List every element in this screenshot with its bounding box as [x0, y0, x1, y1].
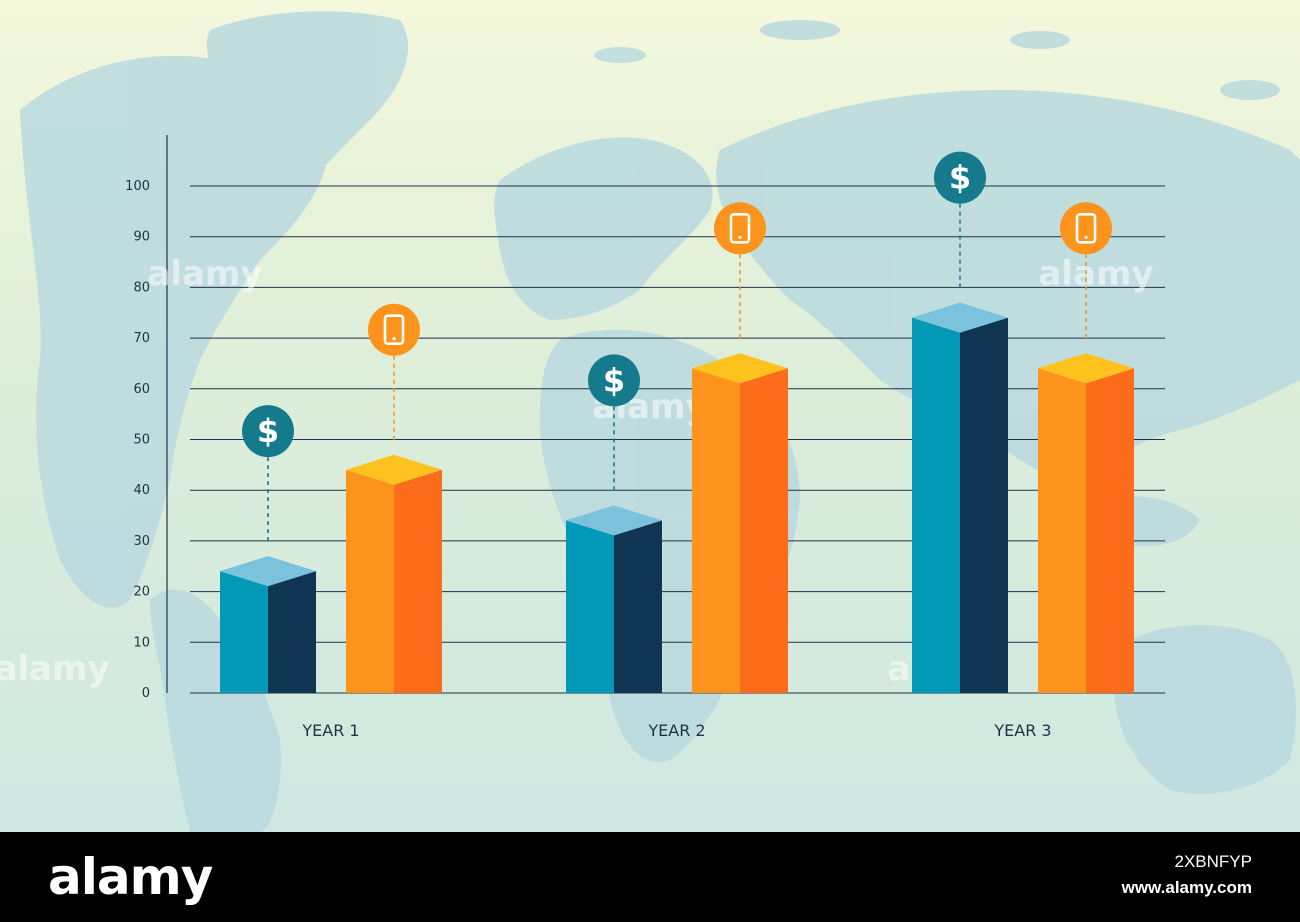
revenue-bar-year-3: $: [912, 151, 1008, 693]
revenue-bar-year-1: $: [220, 405, 316, 693]
bar-top-cap: [220, 556, 316, 587]
smartphone-icon-body: [1075, 213, 1097, 244]
watermark-text: alamy: [1038, 254, 1153, 294]
smartphone-icon-button: [738, 235, 742, 239]
bar-top-cap: [692, 353, 788, 384]
dollar-icon: $: [588, 354, 640, 407]
y-tick-label: 20: [133, 585, 150, 600]
y-tick-label: 50: [133, 433, 150, 448]
y-tick-label: 10: [133, 635, 150, 650]
y-tick-label: 30: [133, 534, 150, 549]
y-tick-label: 0: [142, 686, 150, 701]
bar-face-right: [1086, 368, 1134, 693]
dollar-icon-circle: [588, 354, 640, 407]
bar-face-right: [614, 520, 662, 693]
bar-face-right: [394, 469, 442, 693]
smartphone-icon-body: [383, 314, 405, 346]
x-category-label: YEAR 3: [993, 721, 1051, 740]
dollar-icon: $: [242, 405, 294, 458]
smartphone-icon-button: [1084, 235, 1088, 239]
device-bar-year-2: [692, 202, 788, 693]
footer-bar: alamy 2XBNFYP www.alamy.com: [0, 832, 1300, 922]
dollar-icon-glyph: $: [949, 159, 971, 197]
footer-image-id: 2XBNFYP: [1174, 852, 1252, 871]
dollar-icon-circle: [242, 405, 294, 458]
smartphone-icon: [1060, 202, 1112, 255]
smartphone-icon: [714, 202, 766, 255]
x-category-label: YEAR 1: [301, 721, 359, 740]
bar-face-left: [566, 520, 614, 693]
watermark-text: alamy: [147, 254, 262, 294]
revenue-bar-year-2: $: [566, 354, 662, 693]
footer-brand-logo: alamy: [48, 848, 213, 906]
x-category-label: YEAR 2: [647, 721, 705, 740]
dollar-icon: $: [934, 151, 986, 204]
y-tick-label: 70: [133, 331, 150, 346]
y-tick-label: 80: [133, 280, 150, 295]
device-bar-year-3: [1038, 202, 1134, 693]
smartphone-icon-circle: [368, 303, 420, 356]
bar-face-left: [912, 317, 960, 693]
smartphone-icon: [368, 303, 420, 356]
bar-face-right: [960, 317, 1008, 693]
y-tick-label: 60: [133, 382, 150, 397]
bar-top-cap: [346, 454, 442, 485]
infographic-canvas: alamyalamyalamyalamyalamy $$$ 0102030405…: [0, 0, 1300, 832]
y-tick-label: 90: [133, 230, 150, 245]
bar-top-cap: [912, 302, 1008, 333]
dollar-icon-glyph: $: [603, 361, 625, 399]
bar-face-right: [268, 571, 316, 693]
smartphone-icon-button: [392, 337, 396, 341]
bar-chart: alamyalamyalamyalamyalamy $$$ 0102030405…: [0, 135, 1165, 740]
watermark-text: alamy: [0, 649, 110, 689]
footer-url[interactable]: www.alamy.com: [1121, 878, 1252, 897]
bar-top-cap: [566, 505, 662, 536]
device-bar-year-1: [346, 303, 442, 693]
smartphone-icon-circle: [1060, 202, 1112, 255]
smartphone-icon-circle: [714, 202, 766, 255]
bar-face-left: [692, 368, 740, 693]
y-tick-label: 100: [125, 179, 150, 194]
dollar-icon-circle: [934, 151, 986, 204]
bar-face-right: [740, 368, 788, 693]
bar-face-left: [1038, 368, 1086, 693]
bar-face-left: [346, 469, 394, 693]
y-tick-label: 40: [133, 483, 150, 498]
dollar-icon-glyph: $: [257, 412, 279, 450]
bar-top-cap: [1038, 353, 1134, 384]
bar-face-left: [220, 571, 268, 693]
smartphone-icon-body: [729, 213, 751, 244]
